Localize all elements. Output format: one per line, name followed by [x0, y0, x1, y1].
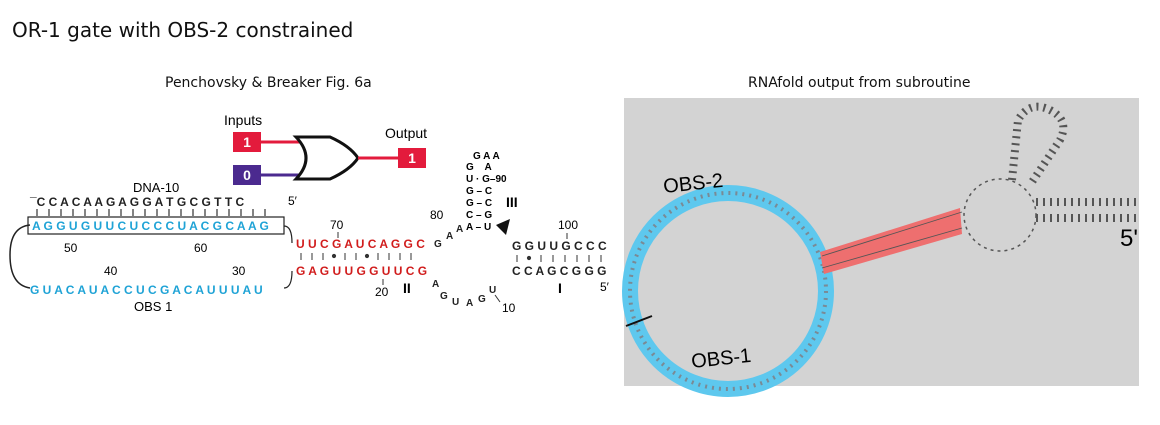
red-bottom-sequence: G A G U U G G U U C G [296, 264, 427, 278]
five-prime-label: 5' [1120, 225, 1138, 252]
svg-text:G: G [440, 291, 448, 302]
number-40: 40 [104, 264, 118, 278]
page-title: OR-1 gate with OBS-2 constrained [12, 18, 354, 42]
svg-text:U: U [489, 285, 496, 296]
left-caption: Penchovsky & Breaker Fig. 6a [165, 75, 372, 91]
svg-text:A: A [446, 231, 453, 242]
red-top-sequence: U U C G A U C A G G C [296, 237, 425, 251]
input-b-value: 0 [243, 167, 251, 183]
svg-text:G: G [434, 239, 442, 250]
central-loop-bases: GAA AGU A GU [432, 224, 496, 309]
svg-text:G: G [478, 294, 486, 305]
dna10-pair-ticks [36, 209, 266, 216]
input-a-value: 1 [243, 134, 251, 150]
small-loop [963, 178, 1037, 252]
number-70: 70 [330, 218, 344, 232]
blue-top-sequence: A G G U G U U C U C C C U A C G C A A G [32, 219, 269, 233]
dna10-label: DNA-10 [133, 180, 179, 195]
right-top-sequence: G G U U G C C C [512, 239, 607, 253]
top-connector [283, 225, 293, 244]
right-caption: RNAfold output from subroutine [748, 75, 971, 91]
number-80: 80 [430, 208, 444, 222]
stem-bases [821, 211, 963, 269]
ring-break-mark [625, 315, 653, 327]
svg-text:A: A [432, 279, 439, 290]
blue-bottom-sequence: G U A C A U A C C U C G A C A U U U A U [30, 283, 263, 297]
number-100: 100 [558, 218, 578, 232]
number-50: 50 [64, 241, 78, 255]
stem3-row-1: G A [466, 162, 492, 173]
cleavage-site-arrow [496, 219, 510, 235]
obs-ring-backbone [628, 191, 828, 391]
inputs-label: Inputs [224, 112, 262, 128]
output-value: 1 [408, 150, 416, 166]
left-connecting-arc [9, 224, 31, 289]
bottom-connector [283, 270, 293, 289]
number-60: 60 [194, 241, 208, 255]
input-a-box [233, 132, 261, 152]
svg-text:U: U [452, 297, 459, 308]
penchovsky-figure: Inputs Output 1 0 1 DNA-10 ¯C C A C A A … [9, 112, 610, 315]
obs1-ring-label: OBS-1 [690, 345, 752, 373]
obs1-label: OBS 1 [134, 299, 172, 314]
stem3-row-4: G – C [466, 198, 492, 209]
number-10: 10 [502, 301, 516, 315]
helix-iii-label: III [506, 194, 518, 210]
svg-text:A: A [456, 224, 463, 235]
stem2-pair-marks [300, 253, 412, 260]
top-hairpin [1008, 102, 1068, 188]
right-stem [1036, 198, 1140, 222]
loop-top-bases: G A A [473, 151, 500, 162]
number-20: 20 [375, 285, 389, 299]
five-prime-right: 5′ [600, 280, 610, 294]
dna10-sequence: ¯C C A C A A G A G G A T G C G T T C [29, 195, 245, 209]
stem3-row-3: G – C [466, 186, 492, 197]
svg-text:A: A [466, 298, 473, 309]
five-prime-top: 5′ [288, 194, 298, 208]
stem3-row-5: C – G [466, 210, 492, 221]
helix-i-label: I [558, 280, 562, 296]
input-b-box [233, 165, 261, 185]
helix-ii-label: II [403, 280, 411, 296]
stem3-row-2: U · G–90 [466, 174, 507, 185]
output-label: Output [385, 125, 427, 141]
number-30: 30 [232, 264, 246, 278]
output-box [398, 148, 426, 168]
or-gate-symbol [292, 135, 360, 181]
stem1-pair-marks [516, 255, 602, 262]
right-bottom-sequence: C C A G C G G G [512, 264, 606, 278]
stem-highlight [820, 208, 962, 274]
stem3-row-6: A – U [466, 222, 491, 233]
tick-10 [494, 294, 501, 303]
